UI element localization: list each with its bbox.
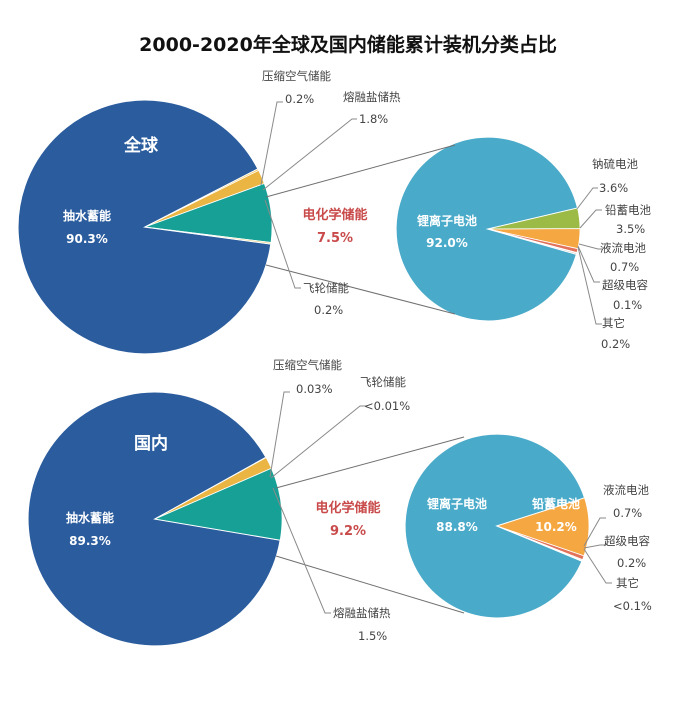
domestic-echem-name: 电化学储能 bbox=[315, 500, 380, 516]
global-li-value: 92.0% bbox=[426, 236, 468, 250]
global-main-pie bbox=[17, 99, 273, 355]
domestic-other-name: 其它 bbox=[616, 576, 639, 590]
global-nas-name: 钠硫电池 bbox=[592, 157, 638, 171]
domestic-pb-value: 10.2% bbox=[535, 520, 577, 534]
global-other-name: 其它 bbox=[602, 316, 625, 330]
domestic-salt-value: 1.5% bbox=[358, 629, 387, 643]
leader-global-cap bbox=[577, 245, 600, 283]
leader-domestic-salt bbox=[272, 487, 331, 614]
leader-global-nas bbox=[576, 187, 598, 210]
global-cap-name: 超级电容 bbox=[602, 278, 648, 292]
domestic-leader-lines bbox=[269, 391, 612, 614]
global-caes-value: 0.2% bbox=[285, 92, 314, 106]
domestic-fly-value: <0.01% bbox=[364, 399, 410, 413]
global-caes-name: 压缩空气储能 bbox=[262, 69, 331, 83]
leader-domestic-cap bbox=[583, 544, 606, 549]
global-flow-name: 液流电池 bbox=[600, 241, 646, 255]
global-echem-name: 电化学储能 bbox=[302, 207, 367, 223]
global-echem-slice-other bbox=[487, 228, 578, 255]
global-nas-value: 3.6% bbox=[599, 181, 628, 195]
domestic-echem-value: 9.2% bbox=[330, 524, 366, 539]
domestic-pumped-name: 抽水蓄能 bbox=[66, 510, 114, 525]
domestic-caes-name: 压缩空气储能 bbox=[273, 358, 342, 372]
domestic-electrochemical-pie bbox=[404, 433, 590, 619]
leader-global-caes bbox=[260, 101, 283, 186]
domestic-fly-name: 飞轮储能 bbox=[360, 375, 406, 389]
domestic-pb-name: 铅蓄电池 bbox=[531, 496, 580, 511]
domestic-region-label: 国内 bbox=[134, 433, 168, 454]
domestic-flow-value: 0.7% bbox=[613, 506, 642, 520]
domestic-salt-name: 熔融盐储热 bbox=[333, 606, 391, 620]
domestic-main-pie bbox=[27, 391, 283, 647]
domestic-cap-value: 0.2% bbox=[617, 556, 646, 570]
global-pb-value: 3.5% bbox=[616, 222, 645, 236]
leader-domestic-fly bbox=[270, 405, 366, 479]
global-connector-top bbox=[265, 144, 456, 198]
domestic-echem-slice-lithium-ion bbox=[404, 433, 586, 619]
global-electrochemical-pie bbox=[395, 136, 581, 322]
domestic-flow-name: 液流电池 bbox=[603, 483, 649, 497]
connector-lines bbox=[265, 144, 465, 614]
global-cap-value: 0.1% bbox=[613, 298, 642, 312]
domestic-echem-slice-other bbox=[496, 525, 583, 562]
global-salt-name: 熔融盐储热 bbox=[343, 90, 401, 104]
leader-domestic-flow bbox=[583, 517, 606, 547]
domestic-pumped-value: 89.3% bbox=[69, 534, 111, 548]
domestic-li-name: 锂离子电池 bbox=[427, 496, 487, 511]
global-leader-lines bbox=[260, 101, 603, 325]
leader-global-flow bbox=[578, 243, 603, 250]
global-other-value: 0.2% bbox=[601, 337, 630, 351]
leader-global-other bbox=[577, 246, 602, 325]
global-fly-name: 飞轮储能 bbox=[303, 281, 349, 295]
global-echem-value: 7.5% bbox=[317, 231, 353, 246]
global-connector-bottom bbox=[265, 264, 456, 315]
global-fly-value: 0.2% bbox=[314, 303, 343, 317]
global-pumped-value: 90.3% bbox=[66, 232, 108, 246]
global-main-slice-flywheel bbox=[144, 226, 272, 245]
leader-global-pb bbox=[579, 209, 602, 229]
leader-domestic-caes bbox=[269, 391, 290, 478]
leader-global-fly bbox=[264, 199, 301, 289]
global-pb-name: 铅蓄电池 bbox=[605, 203, 651, 217]
global-salt-value: 1.8% bbox=[359, 112, 388, 126]
global-pumped-name: 抽水蓄能 bbox=[63, 208, 111, 223]
domestic-other-value: <0.1% bbox=[613, 599, 652, 613]
domestic-connector-top bbox=[275, 436, 465, 489]
chart-title: 2000-2020年全球及国内储能累计装机分类占比 bbox=[139, 34, 557, 56]
domestic-cap-name: 超级电容 bbox=[604, 534, 650, 548]
global-li-name: 锂离子电池 bbox=[417, 213, 477, 228]
global-echem-slice-lithium-ion bbox=[395, 136, 579, 322]
leader-global-salt bbox=[262, 118, 357, 191]
leader-domestic-other bbox=[583, 548, 612, 584]
global-flow-value: 0.7% bbox=[610, 260, 639, 274]
domestic-li-value: 88.8% bbox=[436, 520, 478, 534]
global-main-slice-pumped-hydro bbox=[17, 99, 272, 355]
global-region-label: 全球 bbox=[123, 135, 159, 156]
domestic-caes-value: 0.03% bbox=[296, 382, 333, 396]
domestic-connector-bottom bbox=[275, 555, 465, 614]
